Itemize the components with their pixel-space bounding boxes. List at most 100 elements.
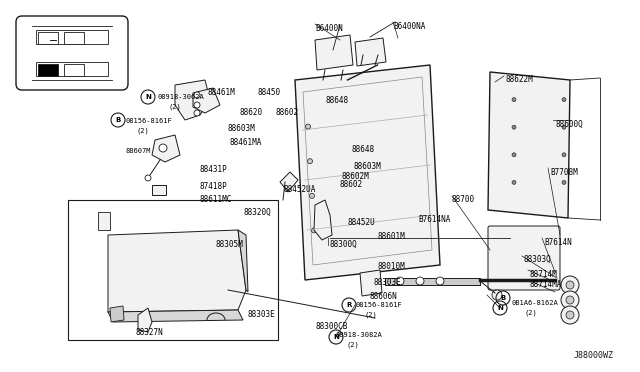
Circle shape [562, 153, 566, 157]
Text: R: R [346, 302, 352, 308]
Bar [98, 212, 110, 230]
Text: 88602M: 88602M [342, 172, 370, 181]
Circle shape [194, 110, 200, 116]
Text: 08156-8161F: 08156-8161F [356, 302, 403, 308]
Text: B6400N: B6400N [315, 24, 343, 33]
Text: B7614NA: B7614NA [418, 215, 451, 224]
Bar [152, 185, 166, 195]
Circle shape [312, 228, 317, 233]
Text: 88611MC: 88611MC [200, 195, 232, 204]
Text: 88461M: 88461M [208, 88, 236, 97]
Bar [38, 64, 58, 76]
Polygon shape [152, 135, 180, 162]
Circle shape [436, 277, 444, 285]
Text: B7708M: B7708M [550, 168, 578, 177]
Bar [385, 278, 480, 285]
Text: (2): (2) [364, 311, 377, 317]
Text: 88602: 88602 [340, 180, 363, 189]
Text: 88601M: 88601M [378, 232, 406, 241]
Text: (2): (2) [524, 309, 537, 315]
Text: 88327N: 88327N [135, 328, 163, 337]
Text: 88603M: 88603M [227, 124, 255, 133]
Circle shape [566, 311, 574, 319]
Text: 88452U: 88452U [348, 218, 376, 227]
Text: 88303E: 88303E [373, 278, 401, 287]
Polygon shape [110, 306, 124, 322]
Circle shape [194, 102, 200, 108]
Bar [36, 30, 108, 44]
Circle shape [512, 125, 516, 129]
Text: 0B1A6-8162A: 0B1A6-8162A [512, 300, 559, 306]
Text: 08918-3082A: 08918-3082A [336, 332, 383, 338]
Text: 88303Q: 88303Q [524, 255, 552, 264]
Bar [64, 64, 84, 76]
Polygon shape [193, 88, 220, 113]
Text: 88648: 88648 [326, 96, 349, 105]
Circle shape [145, 175, 151, 181]
Circle shape [566, 281, 574, 289]
Text: 88700: 88700 [452, 195, 475, 204]
Circle shape [512, 153, 516, 157]
Circle shape [492, 290, 502, 300]
Text: 88303E: 88303E [248, 310, 276, 319]
Polygon shape [280, 172, 298, 192]
Text: (2): (2) [168, 103, 180, 109]
Circle shape [310, 193, 314, 198]
Polygon shape [360, 270, 382, 296]
Bar [38, 32, 58, 44]
Circle shape [307, 159, 312, 164]
Text: 88714MA: 88714MA [530, 280, 563, 289]
Circle shape [512, 180, 516, 185]
Polygon shape [108, 310, 243, 322]
Polygon shape [355, 38, 386, 66]
Circle shape [562, 97, 566, 102]
Circle shape [561, 276, 579, 294]
Polygon shape [108, 230, 246, 312]
Text: 88010M: 88010M [377, 262, 404, 271]
Text: N: N [497, 305, 503, 311]
Polygon shape [175, 80, 210, 120]
Text: 88452UA: 88452UA [284, 185, 316, 194]
Text: B6400NA: B6400NA [393, 22, 426, 31]
Circle shape [416, 277, 424, 285]
Polygon shape [238, 230, 248, 292]
Text: 88431P: 88431P [199, 165, 227, 174]
Circle shape [562, 125, 566, 129]
Text: 88606N: 88606N [369, 292, 397, 301]
Text: 88300CB: 88300CB [315, 322, 348, 331]
Polygon shape [138, 308, 152, 332]
Text: 88603M: 88603M [354, 162, 381, 171]
Text: 88714M: 88714M [530, 270, 557, 279]
Text: 87418P: 87418P [199, 182, 227, 191]
Circle shape [512, 97, 516, 102]
Text: 88600Q: 88600Q [555, 120, 583, 129]
Text: 88305M: 88305M [215, 240, 243, 249]
Bar [68, 200, 278, 340]
Text: 88602: 88602 [275, 108, 298, 117]
Circle shape [562, 180, 566, 185]
Text: N: N [145, 94, 151, 100]
Polygon shape [315, 35, 353, 70]
Text: B: B [115, 117, 120, 123]
FancyBboxPatch shape [488, 226, 560, 290]
Text: 88461MA: 88461MA [230, 138, 262, 147]
Text: 88320Q: 88320Q [243, 208, 271, 217]
Text: 08918-3062A: 08918-3062A [158, 94, 205, 100]
Polygon shape [488, 72, 570, 218]
Circle shape [566, 296, 574, 304]
Text: B7614N: B7614N [544, 238, 572, 247]
Circle shape [159, 144, 167, 152]
Text: 88300Q: 88300Q [330, 240, 358, 249]
FancyBboxPatch shape [16, 16, 128, 90]
Bar [36, 62, 108, 76]
Text: 88620: 88620 [240, 108, 263, 117]
Circle shape [561, 291, 579, 309]
Circle shape [561, 306, 579, 324]
Polygon shape [295, 65, 440, 280]
Text: N: N [333, 334, 339, 340]
Text: 88450: 88450 [258, 88, 281, 97]
Text: 88648: 88648 [352, 145, 375, 154]
Text: J88000WZ: J88000WZ [574, 351, 614, 360]
Circle shape [396, 277, 404, 285]
Text: 88622M: 88622M [506, 75, 534, 84]
